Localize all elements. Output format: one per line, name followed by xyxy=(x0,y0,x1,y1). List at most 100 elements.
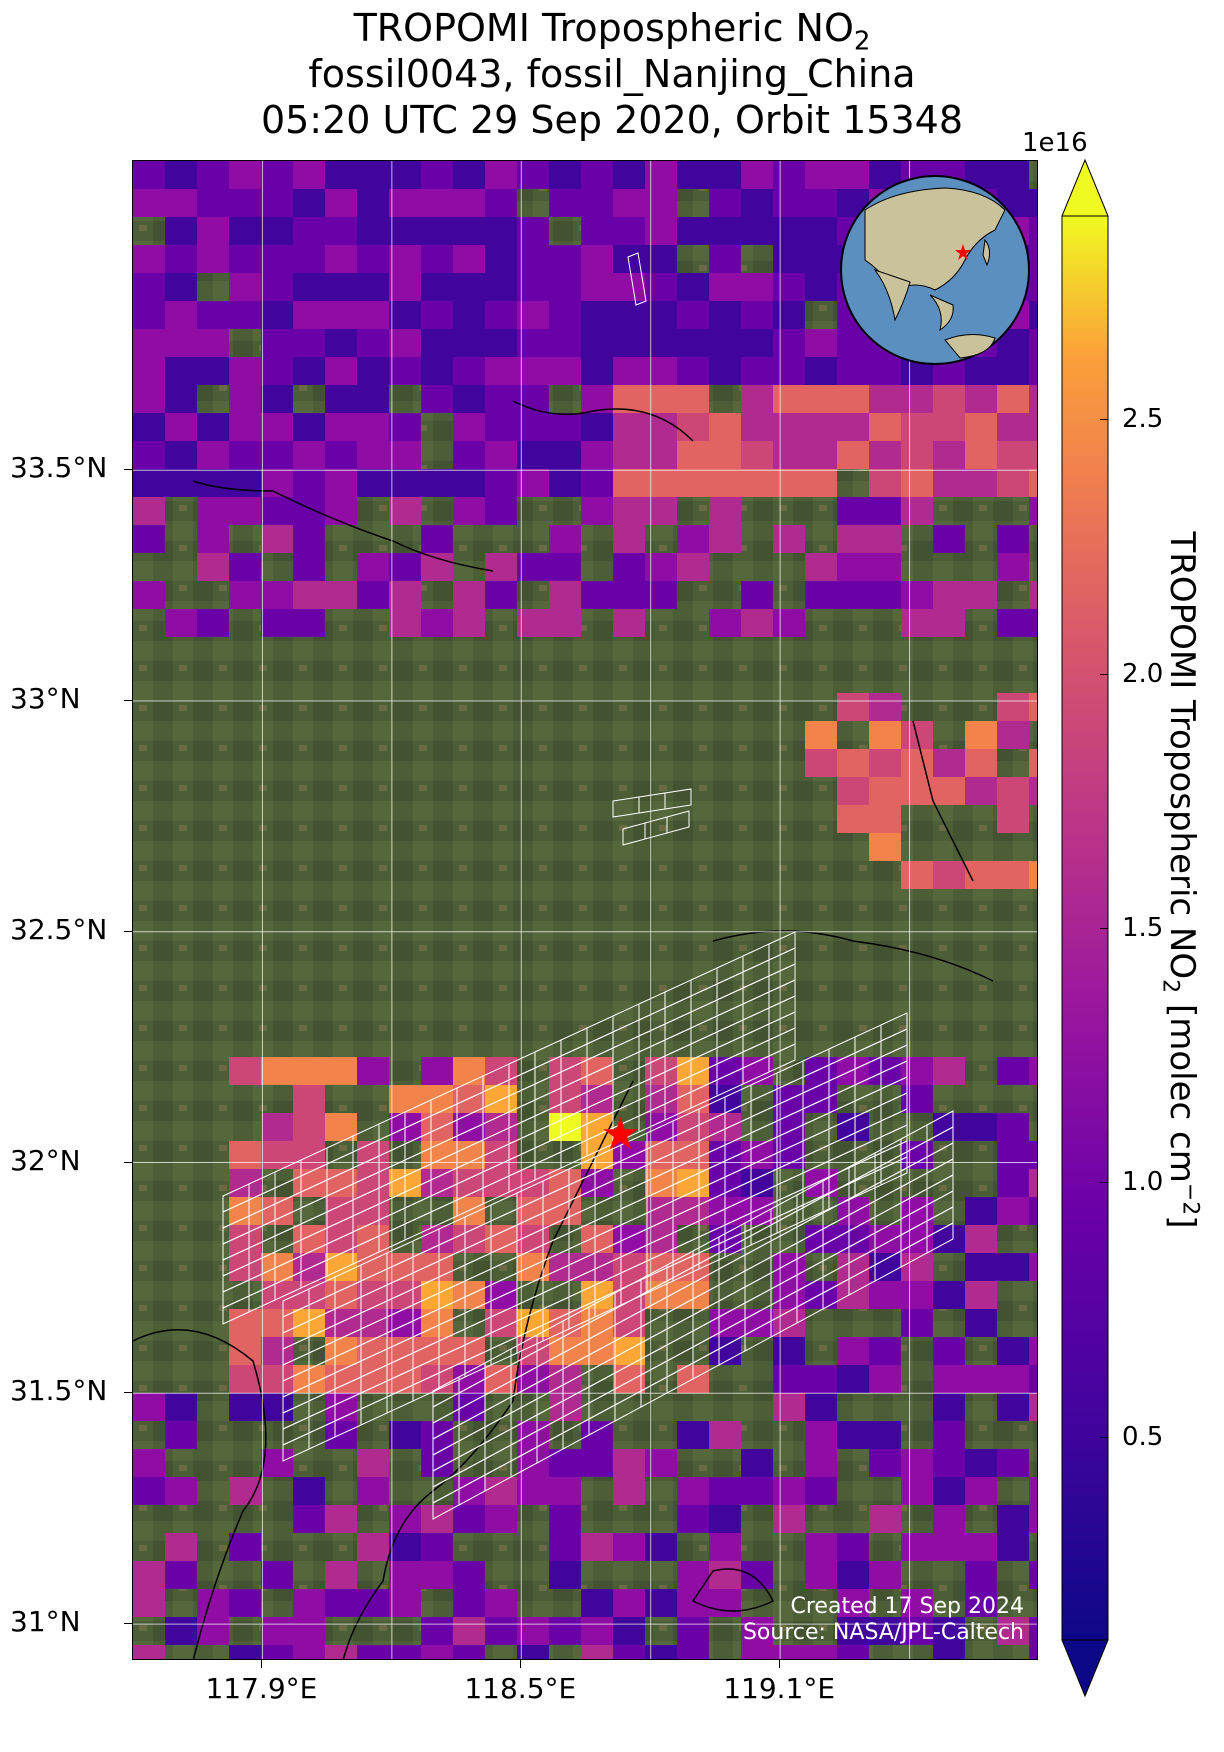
no2-pixel xyxy=(549,553,581,581)
no2-pixel xyxy=(325,1309,357,1337)
no2-pixel xyxy=(485,1477,517,1505)
map-title-line-1: TROPOMI Tropospheric NO2 xyxy=(353,6,871,57)
no2-pixel xyxy=(645,441,677,469)
lon-tick-label: 119.1°E xyxy=(723,1672,836,1705)
no2-pixel xyxy=(453,1645,485,1659)
no2-pixel xyxy=(805,385,837,413)
no2-pixel xyxy=(453,329,485,357)
no2-pixel xyxy=(357,217,389,245)
no2-pixel xyxy=(997,1533,1029,1561)
no2-pixel xyxy=(837,161,869,189)
no2-pixel xyxy=(997,385,1029,413)
no2-pixel xyxy=(357,1645,389,1659)
no2-pixel xyxy=(453,1561,485,1589)
no2-pixel xyxy=(869,805,901,833)
no2-pixel xyxy=(357,1169,389,1197)
no2-pixel xyxy=(453,245,485,273)
no2-pixel xyxy=(357,273,389,301)
no2-pixel xyxy=(613,1253,645,1281)
no2-pixel xyxy=(549,525,581,553)
no2-pixel xyxy=(677,1505,709,1533)
no2-pixel xyxy=(869,693,901,721)
no2-pixel xyxy=(965,1113,997,1141)
no2-pixel xyxy=(773,357,805,385)
no2-pixel xyxy=(709,497,741,525)
no2-pixel xyxy=(261,441,293,469)
no2-pixel xyxy=(581,581,613,609)
river-line xyxy=(192,480,494,572)
no2-pixel xyxy=(325,581,357,609)
no2-pixel xyxy=(421,553,453,581)
no2-pixel xyxy=(293,1057,325,1085)
no2-pixel xyxy=(869,497,901,525)
no2-pixel xyxy=(133,329,165,357)
no2-pixel xyxy=(645,497,677,525)
no2-pixel xyxy=(581,1309,613,1337)
no2-pixel xyxy=(517,385,549,413)
no2-pixel xyxy=(709,1533,741,1561)
no2-pixel xyxy=(325,385,357,413)
no2-pixel xyxy=(741,413,773,441)
no2-pixel xyxy=(581,329,613,357)
no2-pixel xyxy=(453,1505,485,1533)
no2-pixel xyxy=(325,1365,357,1393)
no2-pixel xyxy=(517,553,549,581)
no2-pixel xyxy=(805,413,837,441)
no2-pixel xyxy=(645,273,677,301)
no2-pixel xyxy=(261,609,293,637)
no2-pixel xyxy=(933,1477,965,1505)
no2-pixel xyxy=(645,1057,677,1085)
no2-pixel xyxy=(613,245,645,273)
no2-pixel xyxy=(261,1057,293,1085)
no2-pixel xyxy=(421,273,453,301)
no2-pixel xyxy=(869,749,901,777)
no2-pixel xyxy=(421,189,453,217)
no2-pixel xyxy=(901,1477,933,1505)
no2-pixel xyxy=(197,301,229,329)
map-panel xyxy=(132,160,1038,1660)
no2-pixel xyxy=(581,1645,613,1659)
no2-pixel xyxy=(453,609,485,637)
no2-pixel xyxy=(197,525,229,553)
no2-pixel xyxy=(485,161,517,189)
no2-pixel xyxy=(261,161,293,189)
no2-pixel xyxy=(773,329,805,357)
no2-pixel xyxy=(485,413,517,441)
no2-pixel xyxy=(389,1421,421,1449)
no2-pixel xyxy=(421,1225,453,1253)
no2-pixel xyxy=(453,189,485,217)
no2-pixel xyxy=(261,1113,293,1141)
no2-pixel xyxy=(709,525,741,553)
no2-pixel xyxy=(389,301,421,329)
no2-pixel xyxy=(357,1533,389,1561)
no2-pixel xyxy=(485,1589,517,1617)
no2-pixel xyxy=(549,1057,581,1085)
no2-pixel xyxy=(517,413,549,441)
no2-pixel xyxy=(933,385,965,413)
no2-pixel xyxy=(453,161,485,189)
no2-pixel xyxy=(869,469,901,497)
no2-pixel xyxy=(293,497,325,525)
no2-pixel xyxy=(645,1533,677,1561)
no2-pixel xyxy=(1029,1393,1037,1421)
no2-pixel xyxy=(709,301,741,329)
no2-pixel xyxy=(389,581,421,609)
no2-pixel xyxy=(709,441,741,469)
no2-pixel xyxy=(165,217,197,245)
no2-pixel xyxy=(837,1645,869,1659)
no2-pixel xyxy=(677,1589,709,1617)
no2-pixel xyxy=(1029,357,1037,385)
lat-tick-label: 32°N xyxy=(10,1143,81,1177)
no2-pixel xyxy=(869,1225,901,1253)
no2-pixel xyxy=(389,441,421,469)
no2-pixel xyxy=(805,469,837,497)
no2-pixel xyxy=(965,1561,997,1589)
lat-tick-mark xyxy=(124,1161,132,1163)
globe-land-japan xyxy=(982,238,991,267)
no2-pixel xyxy=(165,1533,197,1561)
no2-pixel xyxy=(421,1533,453,1561)
no2-pixel xyxy=(549,161,581,189)
no2-pixel xyxy=(645,1645,677,1659)
no2-pixel xyxy=(869,833,901,861)
no2-pixel xyxy=(997,1505,1029,1533)
